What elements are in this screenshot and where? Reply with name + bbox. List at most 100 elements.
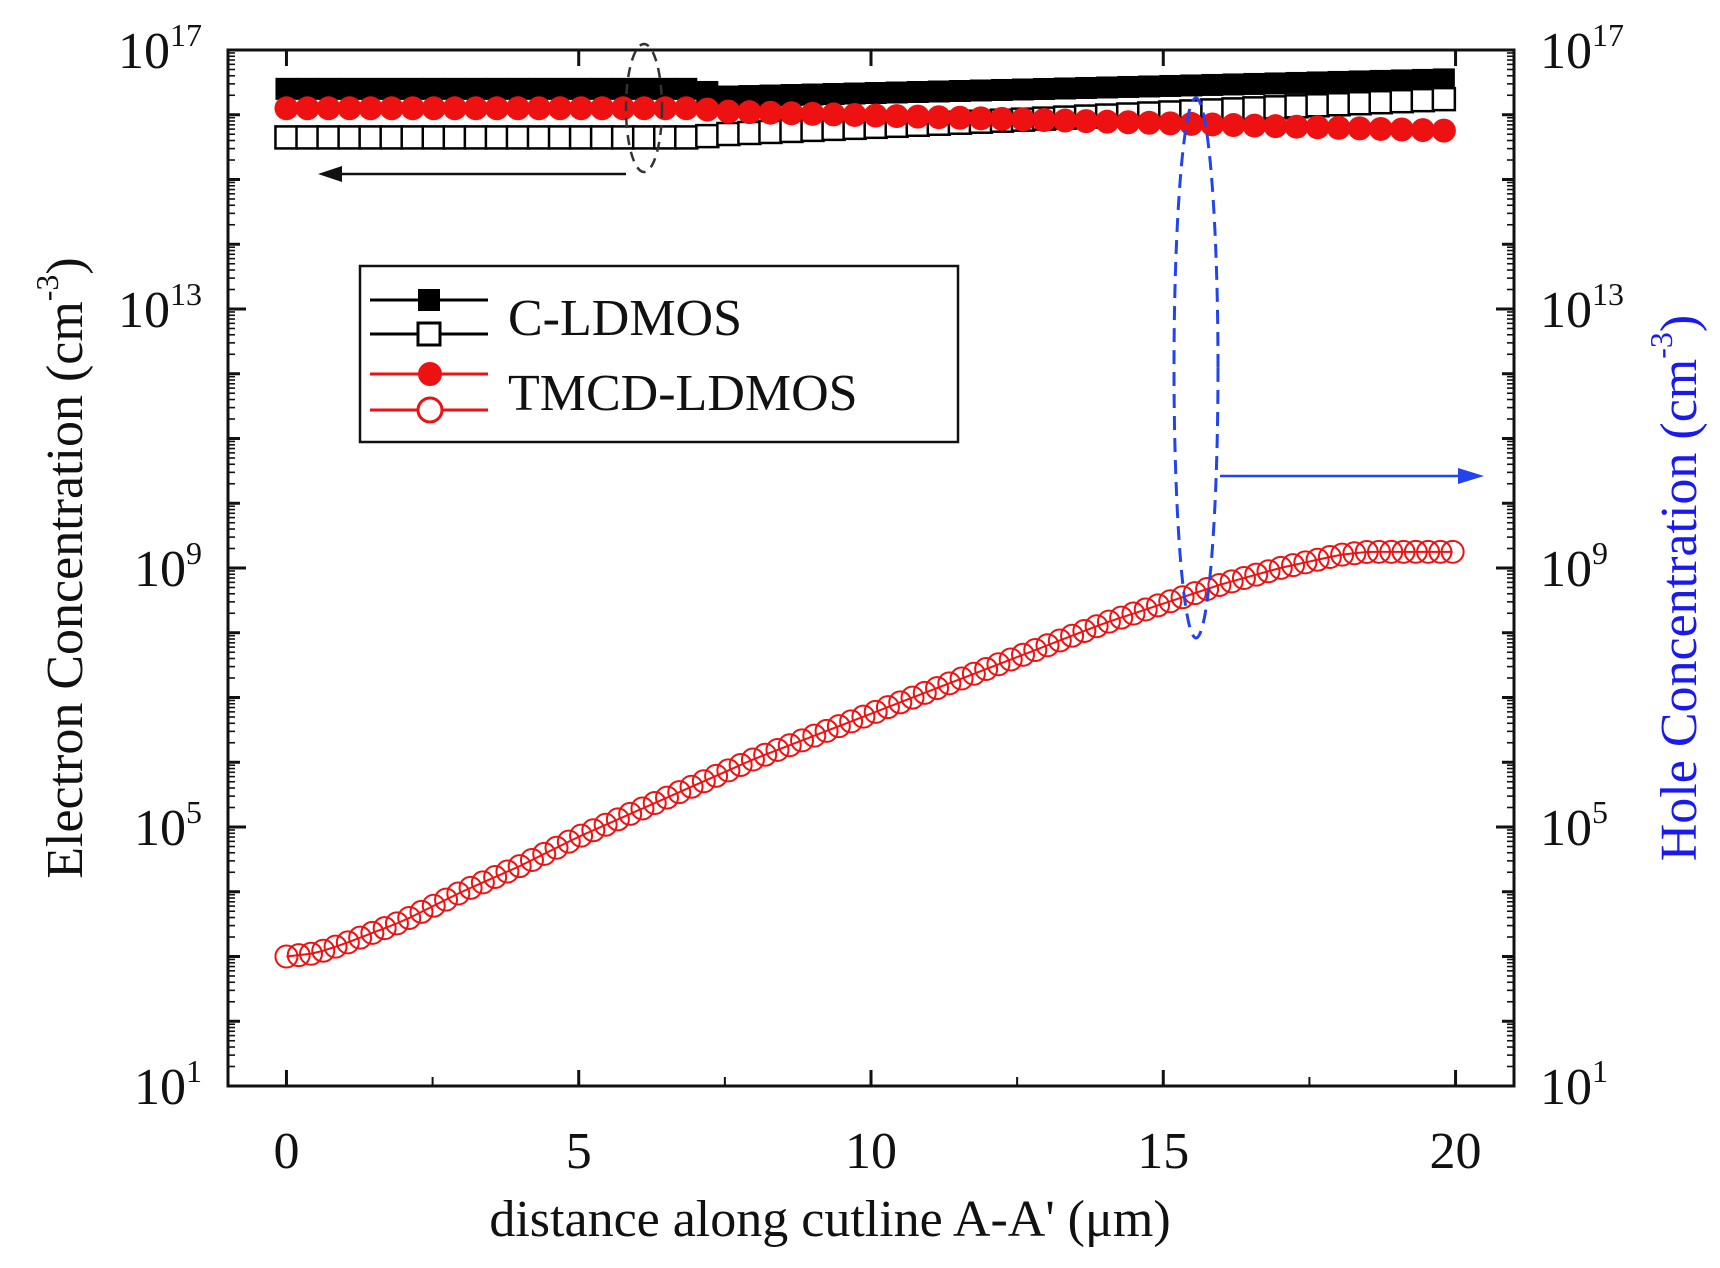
data-point-circle-filled bbox=[968, 106, 993, 131]
data-point-circle-filled bbox=[611, 96, 636, 121]
data-point-circle-open bbox=[998, 647, 1023, 672]
data-point-circle-open bbox=[863, 699, 888, 724]
data-point-square-filled bbox=[780, 84, 803, 107]
data-point-square-open bbox=[421, 125, 447, 150]
data-point-circle-open bbox=[495, 859, 520, 884]
data-point-circle-open bbox=[1317, 544, 1342, 569]
x-tick-label-5: 5 bbox=[566, 1123, 592, 1180]
x-tick-label-0: 0 bbox=[273, 1123, 299, 1180]
data-point-circle-filled bbox=[1032, 107, 1057, 132]
data-point-circle-open bbox=[912, 680, 937, 705]
data-point-circle-filled bbox=[295, 96, 320, 121]
data-point-square-open bbox=[274, 125, 299, 150]
data-point-circle-filled bbox=[1263, 114, 1288, 139]
data-point-square-filled bbox=[990, 78, 1013, 101]
data-point-circle-open bbox=[654, 785, 679, 810]
data-point-circle-open bbox=[728, 752, 753, 777]
data-point-circle-open bbox=[1379, 539, 1404, 564]
data-point-square-open bbox=[442, 125, 468, 150]
data-point-square-open bbox=[610, 125, 636, 150]
data-point-circle-open bbox=[532, 841, 557, 866]
data-point-circle-open bbox=[507, 854, 532, 879]
data-point-circle-open bbox=[704, 763, 729, 788]
data-point-circle-open bbox=[348, 925, 373, 950]
data-point-circle-open bbox=[1084, 614, 1109, 639]
data-point-circle-filled bbox=[1200, 112, 1225, 137]
data-point-square-filled bbox=[633, 77, 656, 100]
data-point-circle-open bbox=[434, 887, 459, 912]
series-c-ldmos-electron bbox=[275, 68, 1455, 108]
data-point-circle-filled bbox=[1137, 110, 1162, 135]
data-point-circle-open bbox=[826, 714, 851, 739]
data-point-circle-open bbox=[1231, 566, 1256, 591]
data-point-circle-open bbox=[605, 807, 630, 832]
left-arrow-head-icon bbox=[318, 166, 342, 182]
data-point-square-filled bbox=[843, 82, 866, 105]
data-point-square-filled bbox=[801, 83, 824, 106]
data-point-circle-filled bbox=[526, 96, 551, 121]
data-marks bbox=[274, 68, 1465, 969]
left-y-axis-title: Electron Concentration (cm-3) bbox=[29, 257, 94, 879]
open-circle-marker-icon bbox=[416, 396, 444, 424]
data-point-square-filled bbox=[654, 77, 677, 100]
data-point-circle-filled bbox=[484, 96, 509, 121]
right-y-tick-label-1e17: 1017 bbox=[1540, 17, 1624, 80]
data-point-circle-filled bbox=[1158, 111, 1183, 136]
legend-box bbox=[358, 264, 960, 444]
x-axis-title: distance along cutline A-A' (μm) bbox=[489, 1191, 1170, 1248]
data-point-circle-filled bbox=[821, 102, 846, 127]
left-y-tick-labels: 101 105 109 1013 1017 bbox=[118, 17, 202, 1116]
data-point-square-open bbox=[316, 125, 341, 150]
data-point-circle-open bbox=[1256, 559, 1281, 584]
data-point-square-open bbox=[1431, 86, 1457, 112]
data-point-square-filled bbox=[359, 77, 382, 100]
left-y-tick-label-1e9: 109 bbox=[134, 535, 202, 598]
data-point-square-open bbox=[737, 120, 762, 146]
right-y-tick-label-1e5: 105 bbox=[1540, 794, 1608, 857]
right-y-tick-label-1e13: 1013 bbox=[1540, 276, 1624, 339]
data-point-square-open bbox=[1284, 94, 1309, 119]
data-point-circle-open bbox=[1170, 585, 1195, 610]
data-point-circle-filled bbox=[1305, 115, 1330, 140]
data-point-circle-filled bbox=[505, 96, 530, 121]
data-point-circle-filled bbox=[926, 105, 951, 130]
data-point-circle-filled bbox=[1221, 113, 1246, 138]
data-point-circle-open bbox=[949, 666, 974, 691]
data-point-circle-open bbox=[630, 796, 655, 821]
data-point-square-open bbox=[1347, 90, 1372, 116]
data-point-square-filled bbox=[1390, 69, 1413, 92]
data-point-square-open bbox=[547, 125, 573, 150]
right-annotation-ellipse bbox=[1172, 96, 1220, 640]
data-point-circle-filled bbox=[1368, 116, 1393, 141]
data-point-circle-open bbox=[875, 695, 900, 720]
data-point-circle-open bbox=[1293, 550, 1318, 575]
data-point-circle-filled bbox=[548, 96, 573, 121]
data-point-square-open bbox=[400, 125, 425, 150]
data-point-circle-open bbox=[286, 943, 311, 968]
data-point-square-open bbox=[1305, 93, 1330, 118]
data-point-square-filled bbox=[506, 77, 529, 100]
data-point-square-open bbox=[1326, 92, 1351, 117]
x-tick-labels: 0 5 10 15 20 bbox=[273, 1123, 1481, 1180]
right-y-tick-label-1e9: 109 bbox=[1540, 535, 1608, 598]
data-point-square-filled bbox=[1306, 71, 1329, 94]
data-point-circle-open bbox=[1342, 541, 1367, 566]
data-point-circle-open bbox=[360, 920, 385, 945]
data-point-circle-open bbox=[1354, 539, 1379, 564]
x-tick-label-15: 15 bbox=[1137, 1123, 1189, 1180]
data-point-circle-open bbox=[679, 774, 704, 799]
data-point-square-filled bbox=[464, 77, 487, 100]
data-point-circle-filled bbox=[463, 96, 488, 121]
data-point-square-filled bbox=[1096, 76, 1119, 99]
legend-entry-tmcd-ldmos: TMCD-LDMOS bbox=[370, 362, 858, 424]
data-point-square-filled bbox=[1411, 68, 1434, 91]
data-point-square-filled bbox=[1264, 72, 1287, 95]
data-point-circle-open bbox=[740, 747, 765, 772]
data-point-square-filled bbox=[864, 82, 887, 105]
right-annotation bbox=[1172, 96, 1484, 640]
data-point-circle-filled bbox=[1010, 107, 1035, 132]
data-point-square-filled bbox=[1243, 72, 1266, 95]
data-point-square-filled bbox=[1011, 78, 1034, 101]
data-point-square-filled bbox=[696, 80, 719, 103]
